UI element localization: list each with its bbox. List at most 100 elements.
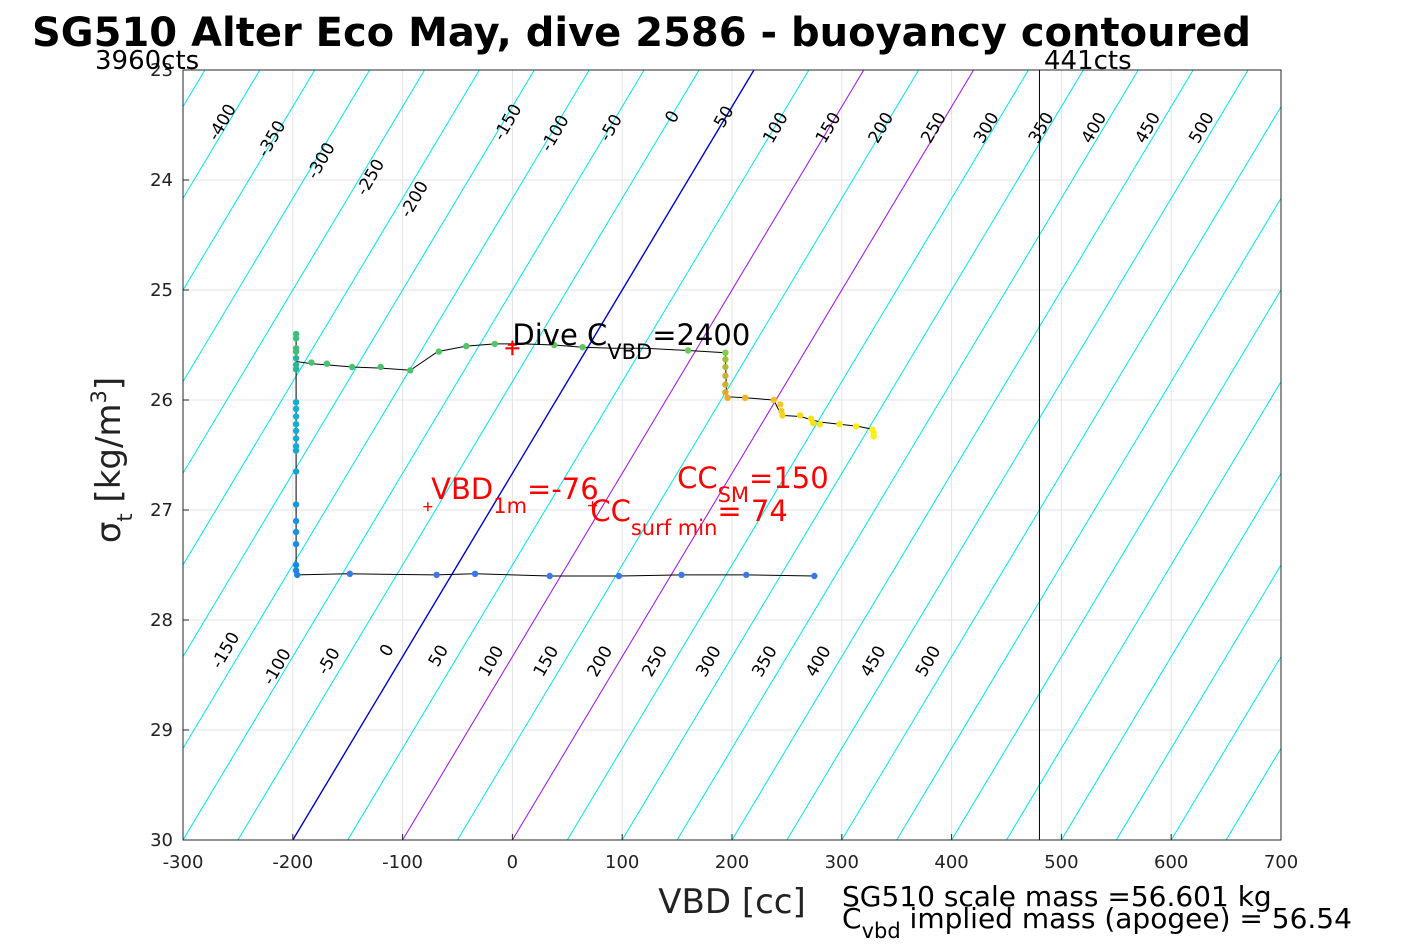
vbd-1m-post: =-76 bbox=[527, 472, 599, 506]
y-tick-label: 27 bbox=[150, 500, 173, 521]
red-plus-marker bbox=[423, 502, 433, 512]
data-point bbox=[377, 363, 384, 371]
y-tick-label: 30 bbox=[150, 830, 173, 851]
data-point bbox=[796, 412, 804, 419]
data-point bbox=[678, 571, 685, 579]
y-tick-label: 29 bbox=[150, 720, 173, 741]
contour-line bbox=[183, 70, 425, 475]
cc-surf-min-post: = 74 bbox=[717, 494, 787, 528]
data-point bbox=[292, 366, 300, 373]
y-tick-label: 25 bbox=[150, 280, 173, 301]
contour-line bbox=[183, 70, 371, 383]
data-point bbox=[722, 389, 729, 396]
data-point bbox=[292, 348, 300, 355]
dive-cvbd-annotation: Dive CVBD=2400 bbox=[512, 318, 750, 364]
data-point bbox=[471, 570, 479, 577]
contour-line bbox=[566, 70, 1029, 840]
contour-line bbox=[457, 70, 920, 840]
x-tick-label: 500 bbox=[1044, 852, 1078, 873]
y-label-text: [kg/m bbox=[89, 403, 129, 513]
x-tick-label: -100 bbox=[382, 852, 423, 873]
data-point bbox=[722, 381, 729, 388]
x-tick-label: 300 bbox=[825, 852, 859, 873]
data-point bbox=[292, 447, 300, 454]
data-point bbox=[292, 427, 300, 434]
cc-sm-sub: SM bbox=[718, 483, 749, 507]
data-point bbox=[811, 572, 818, 580]
y-tick-label: 26 bbox=[150, 390, 173, 411]
contour-line bbox=[841, 105, 1281, 840]
corner-label-right: 441cts bbox=[1044, 46, 1132, 76]
data-point bbox=[433, 571, 440, 579]
data-point bbox=[741, 394, 749, 401]
x-tick-label: -300 bbox=[163, 852, 204, 873]
cc-sm-post: =150 bbox=[749, 461, 829, 495]
dive-cvbd-post: =2400 bbox=[652, 318, 750, 352]
track-line bbox=[295, 367, 815, 577]
y-label-sup: 3 bbox=[87, 390, 111, 403]
data-point bbox=[836, 421, 843, 428]
y-tick-label: 28 bbox=[150, 610, 173, 631]
x-tick-label: 400 bbox=[934, 852, 968, 873]
data-points bbox=[292, 330, 877, 580]
data-point bbox=[292, 561, 300, 569]
contour-line bbox=[731, 70, 1194, 840]
data-point bbox=[743, 571, 750, 579]
data-point bbox=[852, 423, 860, 430]
contour-line bbox=[1280, 839, 1281, 840]
data-point bbox=[435, 348, 443, 355]
y-label-sub: t bbox=[113, 513, 137, 521]
contour-line bbox=[347, 70, 810, 840]
contour-line bbox=[786, 70, 1249, 840]
data-point bbox=[463, 342, 470, 350]
y-tick-label: 23 bbox=[150, 60, 173, 81]
cc-surf-min-annotation: CCsurf min= 74 bbox=[590, 494, 787, 540]
data-point bbox=[777, 401, 784, 408]
x-tick-label: 0 bbox=[507, 852, 518, 873]
data-point bbox=[550, 341, 558, 349]
x-tick-label: 700 bbox=[1264, 852, 1298, 873]
data-point bbox=[292, 335, 300, 342]
dive-cvbd-sub: VBD bbox=[607, 340, 652, 364]
cc-sm-pre: CC bbox=[677, 461, 718, 495]
data-point bbox=[407, 367, 414, 374]
x-tick-label: 200 bbox=[715, 852, 749, 873]
data-point bbox=[870, 433, 877, 440]
data-point bbox=[308, 359, 315, 366]
contour-line bbox=[1115, 564, 1281, 840]
footer-implied-pre: C bbox=[842, 902, 862, 935]
data-point bbox=[810, 419, 817, 427]
red-plus-marker bbox=[507, 340, 517, 350]
contour-line bbox=[1006, 380, 1281, 840]
data-point bbox=[724, 394, 731, 401]
data-point bbox=[722, 372, 729, 379]
contour-line bbox=[402, 70, 865, 840]
contour-line bbox=[183, 70, 590, 750]
corner-label-left: 3960cts bbox=[95, 46, 199, 76]
contour-line bbox=[237, 70, 700, 840]
y-tick-label: 24 bbox=[150, 170, 173, 191]
data-point bbox=[292, 330, 300, 338]
cc-surf-min-pre: CC bbox=[590, 494, 631, 528]
data-point bbox=[292, 399, 300, 406]
data-point bbox=[722, 356, 729, 363]
data-point bbox=[292, 528, 300, 536]
contour-line bbox=[676, 70, 1139, 840]
cc-surf-min-sub: surf min bbox=[631, 516, 718, 540]
data-point bbox=[292, 361, 300, 368]
x-tick-label: 100 bbox=[605, 852, 639, 873]
contour-line bbox=[183, 70, 645, 840]
data-point bbox=[292, 468, 300, 475]
data-point bbox=[292, 435, 300, 442]
footer-implied-mass: Cvbd implied mass (apogee) = 56.54 bbox=[842, 902, 1352, 943]
data-point bbox=[292, 443, 300, 450]
data-point bbox=[816, 421, 824, 428]
buoyancy-contours bbox=[183, 70, 1281, 840]
contour-line bbox=[292, 70, 755, 840]
contour-line bbox=[511, 70, 975, 840]
contour-line bbox=[183, 70, 535, 658]
y-axis-label: σt [kg/m3] bbox=[87, 377, 137, 543]
data-point bbox=[292, 421, 300, 428]
cc-sm-annotation: CCSM=150 bbox=[677, 461, 829, 507]
data-point bbox=[491, 340, 499, 348]
